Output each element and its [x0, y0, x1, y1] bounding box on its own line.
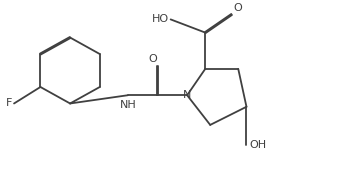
Text: F: F [6, 98, 13, 109]
Text: OH: OH [250, 140, 267, 150]
Text: N: N [183, 90, 191, 100]
Text: HO: HO [152, 14, 169, 24]
Text: O: O [233, 3, 242, 13]
Text: NH: NH [119, 100, 136, 110]
Text: O: O [148, 54, 157, 64]
